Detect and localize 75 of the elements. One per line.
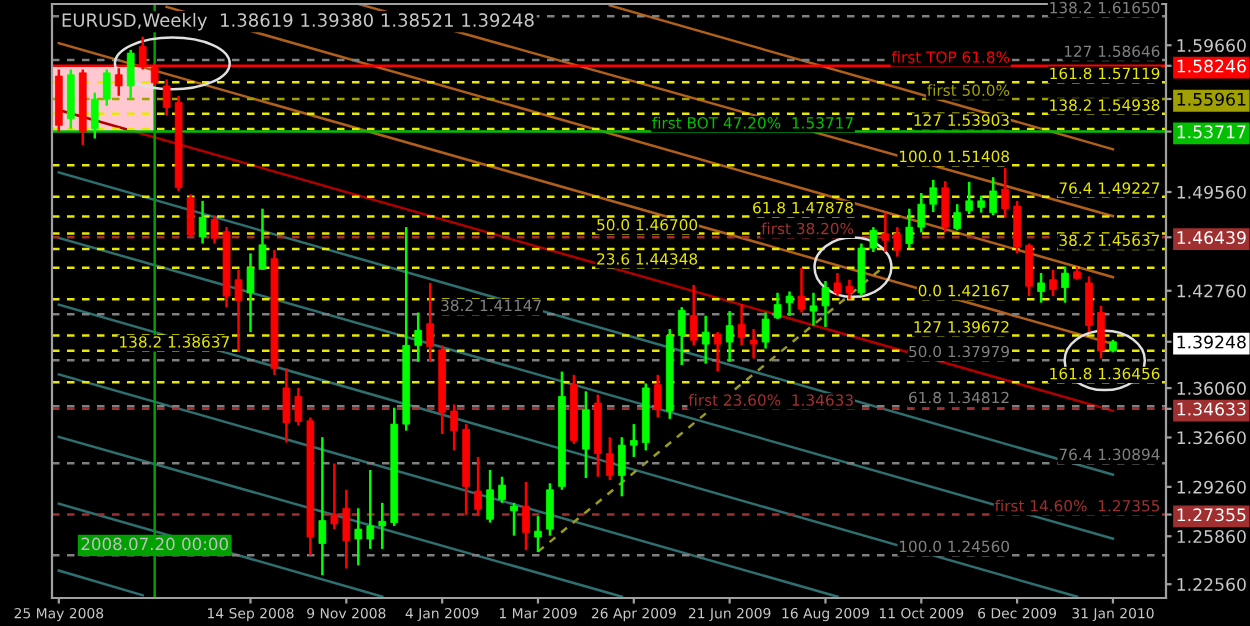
candlestick bbox=[713, 330, 722, 373]
candlestick bbox=[617, 435, 626, 498]
y-tick-label: 1.49560 bbox=[1177, 185, 1246, 199]
candlestick bbox=[318, 435, 327, 577]
candlestick bbox=[689, 283, 698, 347]
candlestick bbox=[881, 211, 890, 254]
candlestick bbox=[342, 488, 351, 570]
candlestick bbox=[354, 506, 363, 567]
y-tick-label: 1.32660 bbox=[1177, 431, 1246, 445]
candlestick bbox=[126, 48, 135, 101]
candlestick bbox=[725, 309, 734, 364]
candlestick bbox=[1049, 268, 1057, 298]
candlestick bbox=[905, 207, 914, 250]
y-tick-label: 1.29260 bbox=[1177, 480, 1246, 494]
candlestick bbox=[629, 422, 638, 459]
candlestick bbox=[102, 68, 111, 107]
candlestick bbox=[653, 373, 662, 419]
candlestick bbox=[486, 468, 494, 524]
candlestick bbox=[198, 199, 207, 245]
candlestick bbox=[737, 302, 746, 347]
candlestick bbox=[510, 501, 518, 537]
candlestick bbox=[941, 179, 950, 234]
candlestick bbox=[1025, 242, 1033, 298]
y-tick-label: 1.58246 bbox=[1177, 59, 1246, 73]
candlestick bbox=[1085, 275, 1093, 334]
y-tick-label: 1.36060 bbox=[1177, 381, 1246, 395]
candlestick bbox=[797, 266, 806, 314]
y-tick-label: 1.22560 bbox=[1177, 577, 1246, 591]
y-tick-label: 1.27355 bbox=[1177, 508, 1246, 522]
candlestick bbox=[414, 311, 423, 364]
y-tick-label: 1.25860 bbox=[1177, 530, 1246, 544]
candlestick bbox=[426, 281, 435, 364]
candlestick bbox=[1001, 166, 1009, 219]
candlestick bbox=[929, 178, 938, 214]
y-tick-label: 1.46439 bbox=[1177, 231, 1246, 245]
candlestick bbox=[162, 78, 171, 117]
candlestick bbox=[450, 403, 458, 452]
chart-title: EURUSD,Weekly 1.38619 1.39380 1.38521 1.39248 bbox=[62, 12, 534, 31]
y-tick-label: 1.59660 bbox=[1177, 39, 1246, 53]
candlestick bbox=[785, 290, 794, 317]
y-tick-label: 1.39248 bbox=[1177, 335, 1246, 349]
candlestick bbox=[186, 193, 195, 239]
candlestick bbox=[953, 202, 962, 232]
candlestick bbox=[1097, 304, 1105, 360]
candlestick bbox=[917, 191, 926, 234]
candlestick bbox=[701, 314, 710, 365]
y-tick-label: 1.34633 bbox=[1177, 402, 1246, 416]
candlestick bbox=[761, 311, 770, 350]
candlestick bbox=[869, 225, 878, 254]
candlestick bbox=[498, 475, 506, 505]
candlestick bbox=[1013, 199, 1021, 255]
y-tick-label: 1.53717 bbox=[1177, 125, 1246, 139]
candlestick bbox=[582, 390, 590, 480]
candlestick bbox=[773, 291, 782, 321]
candlestick bbox=[90, 91, 99, 140]
candlestick bbox=[606, 435, 614, 482]
candlestick bbox=[677, 305, 686, 367]
candlestick bbox=[989, 175, 998, 217]
candlestick bbox=[546, 481, 554, 537]
candlestick bbox=[330, 462, 339, 531]
candlestick bbox=[965, 180, 974, 216]
candlestick bbox=[857, 242, 866, 298]
candlestick bbox=[1037, 271, 1045, 304]
candlestick bbox=[474, 455, 482, 518]
candlestick bbox=[893, 225, 902, 258]
candlestick bbox=[534, 514, 542, 554]
candlestick bbox=[378, 501, 387, 551]
candlestick bbox=[522, 480, 530, 552]
candlestick bbox=[749, 327, 758, 360]
candlestick bbox=[66, 68, 75, 130]
candlestick bbox=[366, 468, 375, 551]
ref-line-label: 2008.07.20 00:00 bbox=[81, 537, 228, 551]
candlestick bbox=[1061, 265, 1069, 304]
y-tick-label: 1.55961 bbox=[1177, 92, 1246, 106]
y-tick-label: 1.42760 bbox=[1177, 284, 1246, 298]
